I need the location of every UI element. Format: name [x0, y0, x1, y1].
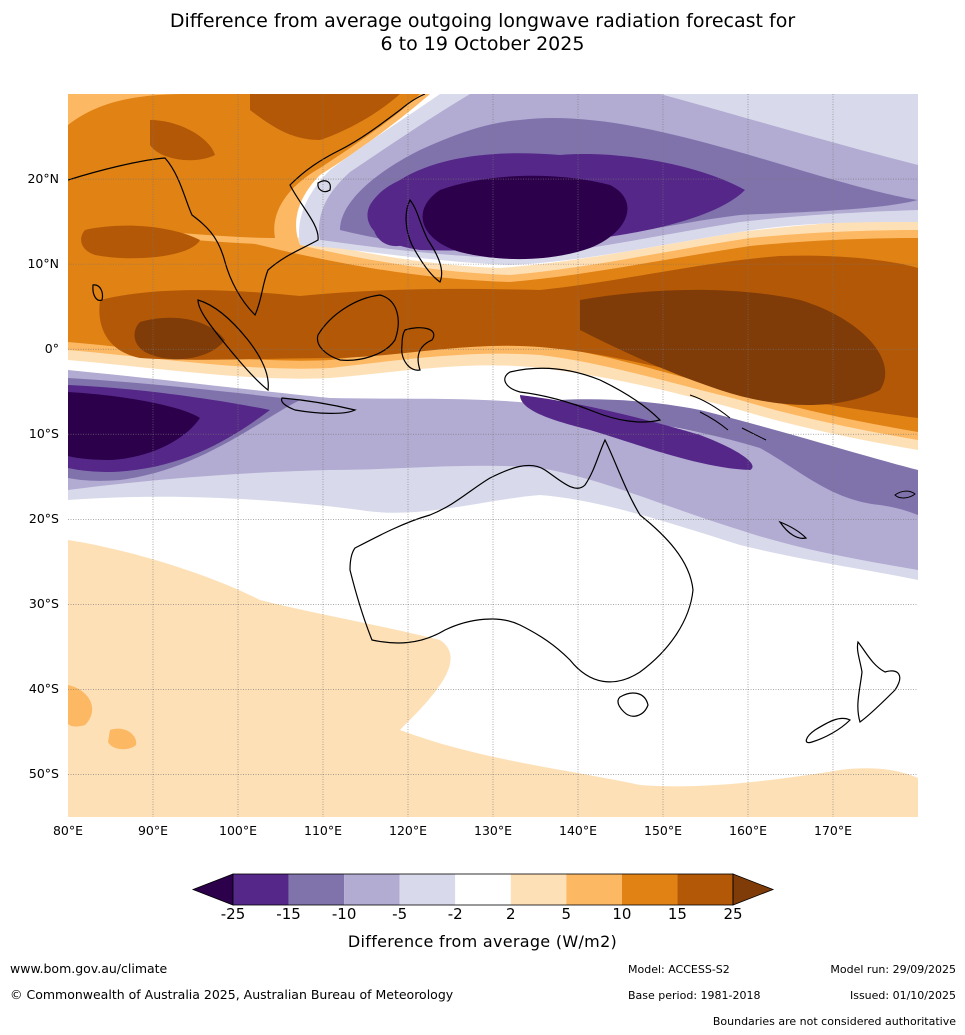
title-line-1: Difference from average outgoing longwav…	[169, 10, 796, 32]
model-run-date: Model run: 29/09/2025	[830, 963, 956, 976]
tasmania	[617, 692, 649, 717]
colorbar-axis-label: Difference from average (W/m2)	[347, 932, 618, 951]
colorbar-segment	[233, 874, 289, 905]
map-gridlines	[68, 94, 918, 817]
boundary-disclaimer: Boundaries are not considered authoritat…	[712, 1015, 956, 1028]
copyright-text: © Commonwealth of Australia 2025, Austra…	[10, 987, 454, 1002]
longitude-label: 160°E	[728, 823, 768, 838]
equatorial-strongest-positive	[580, 289, 886, 405]
colorbar	[191, 873, 775, 906]
south-negative-band-mid	[68, 378, 918, 515]
longitude-label: 80°E	[52, 823, 84, 838]
colorbar-tick-label: -15	[276, 905, 301, 923]
fiji	[894, 490, 916, 499]
colorbar-tick-label: 5	[561, 905, 572, 923]
longitude-label: 90°E	[137, 823, 169, 838]
colorbar-tick-label: -25	[220, 905, 246, 923]
latitude-label: 10°N	[27, 256, 59, 272]
colorbar-tick-label: 25	[723, 905, 743, 923]
new-caledonia	[778, 520, 808, 539]
latitude-label: 0°	[44, 341, 59, 357]
latitude-label: 50°S	[28, 766, 59, 782]
latitude-label: 20°N	[27, 171, 59, 187]
colorbar-frame	[232, 873, 734, 906]
issued-date: Issued: 01/10/2025	[849, 989, 956, 1002]
website-link[interactable]: www.bom.gov.au/climate	[10, 961, 168, 976]
colorbar-tick-label: 2	[505, 905, 516, 923]
south-positive-anomaly-core	[68, 685, 93, 727]
longitude-label: 100°E	[218, 823, 258, 838]
colorbar-tick-label: 10	[612, 905, 632, 923]
latitude-label: 10°S	[28, 426, 59, 442]
longitude-label: 130°E	[473, 823, 513, 838]
south-china-sea-negative	[373, 212, 420, 247]
latitude-label: 40°S	[28, 681, 59, 697]
colorbar-segment	[677, 874, 733, 905]
colorbar-tick-label: -2	[447, 905, 463, 923]
sumatra	[197, 299, 269, 392]
longitude-label: 140°E	[558, 823, 598, 838]
colorbar-tick-label: -5	[392, 905, 408, 923]
longitude-label: 170°E	[813, 823, 853, 838]
borneo	[316, 294, 399, 361]
south-strongest-negative	[68, 392, 200, 460]
asia-strong-positive	[81, 94, 400, 259]
colorbar-segment	[621, 874, 678, 905]
colorbar-segment	[455, 874, 511, 905]
colorbar-segment	[344, 874, 400, 905]
colorbar-min-extension	[191, 873, 234, 906]
south-positive-anomaly-region	[68, 540, 918, 817]
colorbar-segment	[288, 874, 345, 905]
bay-of-bengal-positive	[134, 317, 225, 360]
south-negative-band	[68, 370, 918, 570]
java	[280, 397, 357, 414]
new-zealand-south	[805, 717, 852, 744]
title-line-2: 6 to 19 October 2025	[380, 33, 585, 55]
longitude-label: 110°E	[303, 823, 343, 838]
chart-title: Difference from average outgoing longwav…	[0, 10, 965, 56]
south-positive-anomaly-patch	[108, 728, 137, 750]
solomon-islands	[689, 394, 767, 441]
colorbar-segment	[566, 874, 622, 905]
colorbar-segment	[510, 874, 567, 905]
colorbar-tick-label: 15	[667, 905, 687, 923]
new-zealand-north	[856, 640, 901, 723]
latitude-label: 20°S	[28, 511, 59, 527]
hainan	[317, 180, 331, 193]
north-strongest-negative	[422, 175, 628, 260]
asia-mainland-coast	[68, 94, 426, 317]
base-period: Base period: 1981-2018	[628, 989, 761, 1002]
colorbar-max-extension	[732, 873, 775, 906]
map-plot-area	[68, 94, 918, 817]
colorbar-segment	[399, 874, 456, 905]
longitude-label: 150°E	[643, 823, 683, 838]
model-name: Model: ACCESS-S2	[628, 963, 730, 976]
latitude-label: 30°S	[28, 596, 59, 612]
new-guinea	[504, 367, 662, 423]
longitude-label: 120°E	[388, 823, 428, 838]
philippines	[405, 198, 443, 283]
sri-lanka	[92, 284, 104, 301]
colorbar-tick-label: -10	[331, 905, 357, 923]
sulawesi	[401, 327, 435, 371]
australia-landmass	[349, 438, 694, 683]
